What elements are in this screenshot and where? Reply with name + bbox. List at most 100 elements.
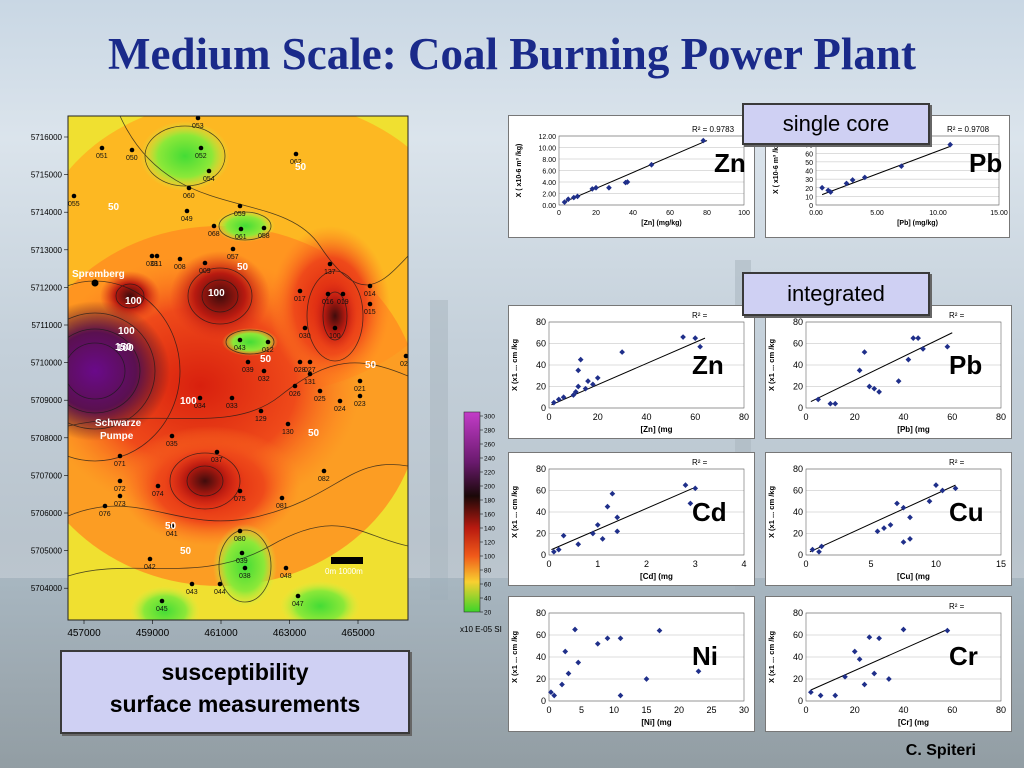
chart-x-tick-label: 5 [579, 705, 584, 715]
chart-y-tick-label: 0 [541, 696, 546, 706]
sample-site-marker [321, 468, 327, 474]
chart-point [952, 485, 959, 492]
sample-site-marker [367, 283, 373, 289]
chart-point [832, 692, 839, 699]
chart-point [939, 487, 946, 494]
sample-site-marker [292, 383, 298, 389]
chart-y-tick-label: 80 [536, 608, 546, 618]
chart-x-tick-label: 4 [741, 559, 746, 569]
place-schwarze-pumpe-line2: Pumpe [100, 431, 134, 442]
chart-x-tick-label: 60 [947, 705, 957, 715]
integrated-label: integrated [742, 272, 930, 316]
chart-x-tick-label: 10 [609, 705, 619, 715]
chart-y-tick-label: 80 [793, 608, 803, 618]
chart-y-tick-label: 40 [536, 652, 546, 662]
chart-x-tick-label: 20 [850, 705, 860, 715]
chart-y-tick-label: 80 [793, 317, 803, 327]
chart-point [606, 184, 612, 191]
chart-r2-label: R² = [949, 602, 965, 611]
map-x-tick-label: 459000 [136, 628, 170, 639]
chart-x-tick-label: 0 [546, 705, 551, 715]
chart-x-tick-label: 0 [803, 705, 808, 715]
chart-y-tick-label: 20 [805, 186, 813, 193]
map-y-tick-label: 5716000 [31, 133, 63, 142]
sample-site-label: 051 [96, 153, 108, 160]
sample-site-marker [279, 495, 285, 501]
chart-y-tick-label: 60 [793, 630, 803, 640]
chart-y-tick-label: 60 [793, 486, 803, 496]
chart-y-tick-label: 60 [805, 151, 813, 158]
place-spremberg: Spremberg [72, 269, 125, 280]
colorbar-tick-label: 40 [484, 596, 492, 603]
sample-site-label: 049 [181, 216, 193, 223]
chart-panel-integrated-ni: 0 20 40 60 80 0 5 10 15 20 25 30 [Ni] (mg X (x1 ... c… [508, 596, 755, 732]
susceptibility-map: 053 051 050 052 062 054 060 055 049 068 059 061 058 0… [31, 115, 409, 639]
sample-site-marker [283, 565, 289, 571]
sample-site-label: 033 [146, 261, 158, 268]
chart-y-tick-label: 10 [805, 194, 813, 201]
sample-site-label: 072 [114, 486, 126, 493]
chart-x-label: [Cr] (mg [898, 718, 929, 727]
sample-site-label: 027 [304, 367, 316, 374]
chart-point [832, 400, 839, 407]
chart-point [900, 626, 907, 633]
chart-point [817, 692, 824, 699]
sample-site-label: 028 [294, 367, 306, 374]
chart-x-tick-label: 40 [629, 210, 637, 217]
chart-point [695, 668, 702, 675]
chart-point [851, 648, 858, 655]
susceptibility-map-panel: 053 051 050 052 062 054 060 055 049 068 059 061 058 0… [20, 106, 410, 640]
chart-element-label: Pb [969, 148, 1002, 178]
sample-site-marker [189, 581, 195, 587]
contour-label: 50 [295, 162, 307, 173]
chart-y-tick-label: 12.00 [538, 134, 556, 141]
chart-point [876, 635, 882, 642]
chart-point [643, 676, 650, 682]
chart-point [555, 396, 562, 403]
sample-site-marker [198, 145, 204, 151]
colorbar-tick-label: 120 [484, 540, 495, 547]
chart-x-tick-label: 0 [803, 559, 808, 569]
map-y-tick-label: 5708000 [31, 434, 63, 443]
chart-point [562, 648, 569, 655]
sample-site-marker [261, 368, 267, 374]
chart-y-tick-label: 20 [793, 674, 803, 684]
map-y-tick-label: 5714000 [31, 208, 63, 217]
colorbar-tick-label: 140 [484, 526, 495, 533]
chart-plot-area [548, 468, 745, 556]
chart-x-tick-label: 80 [703, 210, 711, 217]
sample-site-marker [217, 581, 223, 587]
single-core-label: single core [742, 103, 930, 145]
chart-point [900, 539, 907, 545]
chart-point [574, 193, 581, 200]
sample-site-marker [357, 378, 363, 384]
chart-point [809, 546, 816, 553]
chart-point [933, 482, 939, 488]
sample-site-marker [307, 359, 313, 365]
sample-site-marker [285, 421, 291, 427]
sample-site-marker [325, 291, 331, 297]
chart-y-tick-label: 20 [793, 382, 803, 392]
chart-x-label: [Zn] (mg/kg) [641, 220, 681, 227]
chart-y-tick-label: 4.00 [542, 180, 556, 187]
chart-point [808, 689, 814, 696]
sample-site-label: 047 [292, 601, 304, 608]
colorbar-tick-label: 20 [484, 610, 492, 617]
chart-point [604, 503, 611, 510]
sample-site-marker [117, 493, 123, 499]
chart-point [609, 490, 616, 497]
chart-r2-label: R² = [692, 458, 708, 467]
chart-y-tick-label: 20 [536, 382, 546, 392]
page-title: Medium Scale: Coal Burning Power Plant [108, 29, 916, 79]
chart-point [575, 659, 582, 666]
sample-site-label: 008 [174, 264, 186, 271]
chart-point [816, 548, 822, 555]
chart-x-tick-label: 10 [931, 559, 941, 569]
chart-point [614, 528, 621, 535]
chart-x-tick-label: 40 [898, 705, 908, 715]
chart-point [866, 383, 873, 390]
chart-point [577, 356, 584, 363]
chart-y-label: X (x1 ... cm /kg [510, 339, 519, 392]
chart-point [874, 528, 881, 535]
chart-point [565, 670, 572, 677]
